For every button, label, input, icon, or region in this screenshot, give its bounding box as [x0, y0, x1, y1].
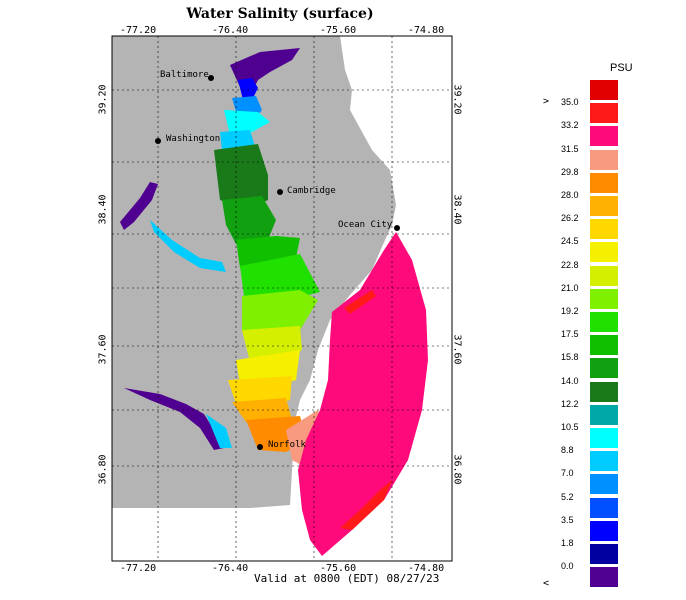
legend-color-box	[590, 172, 618, 193]
legend-label: 3.5	[561, 514, 574, 525]
legend-color-box	[590, 242, 618, 263]
legend-label: 7.0	[561, 468, 574, 479]
legend-color-box	[590, 196, 618, 216]
legend-label: 28.0	[561, 190, 579, 200]
legend-label: 15.8	[561, 352, 579, 363]
lon-tick-top: -76.40	[212, 25, 249, 36]
legend-label: 10.5	[561, 422, 579, 432]
legend-label: 22.8	[561, 259, 579, 270]
legend-label: 21.0	[561, 282, 579, 293]
legend-label: 24.5	[561, 236, 579, 247]
legend-color-box	[590, 80, 618, 100]
city-label-cambridge: Cambridge	[287, 186, 336, 196]
legend-label: 0.0	[561, 561, 574, 572]
legend-color-box	[590, 265, 618, 286]
city-label-norfolk: Norfolk	[268, 440, 306, 450]
legend-label: 5.2	[561, 491, 574, 502]
lat-tick-right: 37.60	[451, 334, 463, 365]
lon-tick-bottom: -75.60	[320, 563, 357, 574]
legend-label: 31.5	[561, 143, 579, 154]
legend-label: 35.0	[561, 97, 579, 108]
legend-color-box	[590, 404, 618, 425]
city-label-washington: Washington	[166, 134, 221, 144]
legend-color-box	[590, 335, 618, 356]
legend-color-box	[590, 520, 618, 541]
city-marker-cambridge	[277, 189, 283, 195]
legend-color-box	[590, 381, 618, 402]
city-label-ocean-city: Ocean City	[338, 220, 393, 230]
legend-lt-symbol: <	[543, 578, 550, 589]
legend-label: 26.2	[561, 213, 579, 224]
lon-tick-top: -75.60	[320, 25, 357, 36]
city-marker-baltimore	[208, 75, 214, 81]
legend-color-box	[590, 497, 618, 518]
legend-color-box	[590, 149, 618, 170]
lat-tick-right: 38.40	[451, 194, 463, 225]
lat-tick-left: 36.80	[97, 454, 109, 485]
legend-label: 14.0	[561, 375, 579, 386]
legend-label: 8.8	[561, 445, 574, 456]
legend-color-box	[590, 126, 618, 147]
city-label-baltimore: Baltimore	[160, 70, 209, 80]
legend-unit: PSU	[610, 62, 633, 74]
legend-label: 19.2	[561, 306, 579, 316]
ocean-salinity	[298, 232, 428, 556]
city-marker-ocean-city	[394, 225, 400, 231]
lat-tick-right: 39.20	[451, 84, 463, 115]
lat-tick-left: 37.60	[97, 334, 109, 365]
legend-color-box	[590, 288, 618, 309]
legend-gt-symbol: >	[543, 96, 550, 107]
legend-label: 12.2	[561, 398, 579, 409]
lat-tick-right: 36.80	[451, 454, 463, 485]
lat-tick-left: 38.40	[97, 194, 109, 225]
legend-color-box	[590, 103, 618, 124]
legend-label: 33.2	[561, 120, 579, 131]
legend-color-box	[590, 312, 618, 332]
ocean-edge-high-north	[344, 290, 376, 314]
lon-tick-bottom: -77.20	[120, 563, 157, 574]
ocean-edge-high	[340, 480, 392, 530]
legend-color-box	[590, 567, 618, 588]
legend-color-box	[590, 451, 618, 472]
map-grid	[112, 36, 452, 561]
legend-color-box	[590, 474, 618, 495]
legend-label: 17.5	[561, 329, 579, 340]
lon-tick-bottom: -74.80	[408, 563, 445, 574]
legend-label: 29.8	[561, 166, 579, 177]
legend-color-box	[590, 219, 618, 240]
lon-tick-top: -77.20	[120, 25, 157, 36]
legend-label: 1.8	[561, 538, 574, 548]
lon-tick-bottom: -76.40	[212, 563, 249, 574]
city-marker-norfolk	[257, 444, 263, 450]
legend-color-box	[590, 358, 618, 379]
city-marker-washington	[155, 138, 161, 144]
lat-tick-left: 39.20	[97, 84, 109, 115]
map-title: Water Salinity (surface)	[186, 6, 374, 22]
legend-color-box	[590, 428, 618, 448]
lon-tick-top: -74.80	[408, 25, 445, 36]
bay-salinity	[120, 48, 326, 470]
legend-color-box	[590, 544, 618, 564]
valid-time: Valid at 0800 (EDT) 08/27/23	[254, 572, 440, 585]
